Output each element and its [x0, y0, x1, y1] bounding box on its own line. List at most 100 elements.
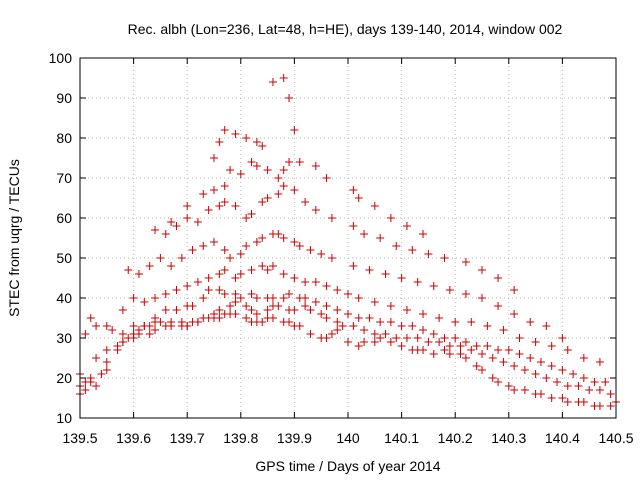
x-axis-label: GPS time / Days of year 2014	[255, 458, 440, 474]
data-point	[435, 338, 444, 346]
data-point	[236, 294, 245, 302]
data-point	[408, 322, 417, 330]
data-point	[429, 350, 438, 358]
data-point	[386, 214, 395, 222]
data-point	[81, 386, 90, 394]
data-point	[504, 382, 513, 390]
chart-title: Rec. albh (Lon=236, Lat=48, h=HE), days …	[128, 21, 563, 37]
data-point	[327, 254, 336, 262]
data-point	[247, 266, 256, 274]
data-point	[392, 242, 401, 250]
data-point	[354, 314, 363, 322]
data-point	[236, 270, 245, 278]
data-point	[349, 262, 358, 270]
data-point	[242, 214, 251, 222]
data-point	[129, 322, 138, 330]
x-tick-label: 139.6	[116, 430, 151, 446]
x-tick-label: 139.8	[223, 430, 258, 446]
data-point	[183, 202, 192, 210]
data-point	[210, 310, 218, 318]
data-point	[547, 342, 556, 350]
data-point	[295, 242, 304, 250]
data-point	[188, 246, 197, 254]
data-point	[419, 230, 428, 238]
y-tick-label: 100	[49, 50, 73, 66]
data-point	[542, 374, 551, 382]
data-point	[236, 170, 245, 178]
data-point	[242, 134, 251, 142]
data-point	[167, 262, 176, 270]
data-point	[279, 74, 288, 82]
data-point	[177, 254, 186, 262]
data-point	[365, 266, 374, 274]
data-point	[274, 174, 283, 182]
data-point	[397, 342, 406, 350]
data-point	[226, 254, 235, 262]
data-point	[252, 162, 261, 170]
data-point	[268, 314, 277, 322]
data-point	[376, 334, 385, 342]
data-point	[472, 362, 481, 370]
data-point	[606, 402, 615, 410]
data-point	[360, 338, 369, 346]
data-point	[547, 394, 556, 402]
data-point	[461, 354, 470, 362]
data-point	[129, 334, 138, 342]
data-point	[461, 258, 470, 266]
data-point	[456, 350, 465, 358]
y-tick-label: 80	[56, 130, 72, 146]
y-tick-label: 10	[56, 410, 72, 426]
data-point	[285, 158, 294, 166]
data-point	[542, 322, 551, 330]
data-point	[102, 358, 111, 366]
data-point	[92, 382, 101, 390]
data-point	[595, 386, 604, 394]
data-point	[306, 306, 315, 314]
y-tick-label: 90	[56, 90, 72, 106]
data-point	[333, 306, 342, 314]
data-point	[151, 314, 160, 322]
data-point	[279, 270, 288, 278]
data-point	[193, 318, 202, 326]
data-point	[386, 338, 395, 346]
data-point	[102, 366, 111, 374]
data-point	[440, 346, 449, 354]
data-point	[333, 326, 342, 334]
data-point	[290, 238, 299, 246]
data-point	[252, 294, 261, 302]
data-point	[215, 314, 224, 322]
data-point	[488, 354, 497, 362]
data-point	[445, 286, 454, 294]
data-point	[285, 94, 294, 102]
data-point	[322, 174, 331, 182]
data-point	[558, 366, 567, 374]
data-point	[317, 250, 326, 258]
data-point	[354, 342, 363, 350]
data-point	[381, 330, 390, 338]
data-point	[376, 234, 385, 242]
data-point	[526, 354, 535, 362]
data-point	[590, 378, 599, 386]
data-point	[268, 294, 277, 302]
data-point	[188, 302, 197, 310]
data-point	[558, 334, 567, 342]
data-point	[295, 322, 304, 330]
data-point	[360, 230, 369, 238]
y-axis-label: STEC from uqrg / TECUs	[6, 159, 22, 317]
data-point	[118, 338, 127, 346]
data-point	[247, 158, 256, 166]
data-point	[370, 202, 379, 210]
x-tick-label: 139.5	[62, 430, 97, 446]
data-point	[167, 218, 176, 226]
data-point	[263, 306, 272, 314]
data-point	[461, 290, 470, 298]
data-point	[172, 306, 181, 314]
data-point	[349, 186, 358, 194]
data-point	[515, 350, 524, 358]
data-point	[263, 266, 272, 274]
data-point	[494, 302, 503, 310]
data-point	[274, 302, 283, 310]
data-point	[461, 338, 470, 346]
data-points	[76, 74, 620, 410]
data-point	[301, 294, 310, 302]
